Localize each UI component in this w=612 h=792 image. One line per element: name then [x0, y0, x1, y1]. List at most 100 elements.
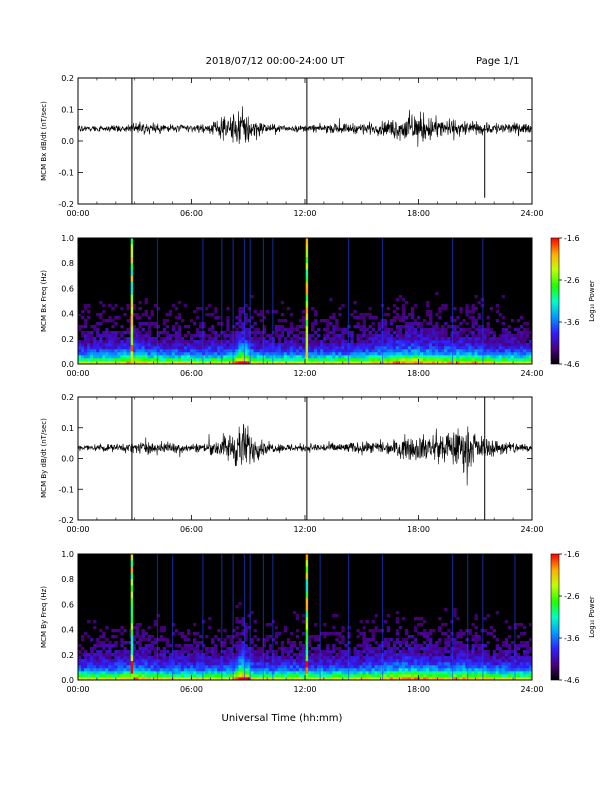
spectrogram-cell	[186, 674, 191, 678]
spectrogram-cell	[410, 355, 415, 359]
spectrogram-cell	[498, 671, 503, 675]
spectrogram-cell	[356, 644, 360, 648]
spectrogram-bright-stripe	[130, 648, 134, 656]
spectrogram-cell	[174, 361, 179, 365]
spectrogram-cell	[108, 674, 112, 678]
spectrogram-cell	[453, 325, 457, 329]
spectrogram-cell	[453, 343, 457, 347]
spectrogram-cell	[528, 361, 533, 365]
spectrogram-cell	[441, 349, 445, 353]
spectrogram-cell	[141, 337, 145, 341]
spectrogram-cell	[120, 358, 124, 362]
spectrogram-cell	[111, 644, 115, 648]
spectrogram-cell	[171, 677, 176, 681]
spectrogram-cell	[483, 358, 487, 362]
spectrogram-cell	[525, 677, 530, 681]
spectrogram-cell	[362, 358, 366, 362]
spectrogram-cell	[298, 656, 303, 660]
spectrogram-cell	[477, 650, 481, 654]
spectrogram-cell	[244, 662, 248, 666]
spectrogram-cell	[314, 662, 318, 666]
spectrogram-cell	[180, 668, 185, 672]
spectrogram-cell	[277, 358, 282, 362]
spectrogram-cell	[371, 653, 375, 657]
spectrogram-cell	[274, 632, 279, 636]
spectrogram-cell	[429, 653, 433, 657]
spectrogram-cell	[150, 337, 154, 341]
spectrogram-cell	[262, 325, 266, 329]
spectrogram-cell	[392, 352, 397, 356]
spectrogram-cell	[286, 653, 291, 657]
spectrogram-cell	[395, 325, 400, 329]
spectrogram-cell	[495, 674, 500, 678]
spectrogram-cell	[223, 671, 227, 675]
spectrogram-cell	[289, 668, 294, 672]
spectrogram-cell	[114, 641, 118, 645]
spectrogram-cell	[208, 304, 212, 308]
spectrogram-cell	[141, 668, 145, 672]
spectrogram-cell	[202, 337, 206, 341]
spectrogram-cell	[435, 325, 439, 329]
spectrogram-cell	[183, 647, 188, 651]
spectrogram-cell	[189, 334, 194, 338]
spectrogram-cell	[426, 349, 430, 353]
spectrogram-cell	[256, 665, 260, 669]
spectrogram-cell	[407, 635, 412, 639]
spectrogram-cell	[226, 653, 230, 657]
spectrogram-cell	[416, 671, 421, 675]
spectrogram-cell	[326, 325, 330, 329]
y-tick-label: 0.6	[61, 600, 74, 609]
spectrogram-cell	[183, 656, 188, 660]
spectrogram-cell	[108, 355, 112, 359]
spectrogram-cell	[510, 361, 515, 365]
spectrogram-cell	[404, 662, 409, 666]
spectrogram-cell	[462, 331, 466, 335]
spectrogram-cell	[205, 656, 209, 660]
spectrogram-cell	[135, 316, 139, 320]
spectrogram-cell	[102, 361, 106, 365]
spectrogram-cell	[286, 307, 291, 311]
spectrogram-cell	[226, 650, 230, 654]
spectrogram-cell	[501, 349, 506, 353]
spectrogram-cell	[365, 677, 369, 681]
spectrogram-cell	[377, 343, 381, 347]
spectrogram-cell	[501, 343, 506, 347]
spectrogram-cell	[150, 361, 154, 365]
spectrogram-cell	[329, 343, 333, 347]
spectrogram-cell	[156, 659, 161, 663]
spectrogram-cell	[250, 653, 254, 657]
spectrogram-cell	[138, 674, 142, 678]
spectrogram-cell	[480, 644, 484, 648]
spectrogram-cell	[308, 638, 312, 642]
spectrogram-cell	[377, 644, 381, 648]
spectrogram-cell	[211, 638, 215, 642]
spectrogram-cell	[371, 337, 375, 341]
spectrogram-cell	[335, 328, 339, 332]
spectrogram-cell	[90, 650, 94, 654]
spectrogram-cell	[420, 617, 424, 621]
spectrogram-cell	[504, 677, 509, 681]
spectrogram-cell	[235, 355, 239, 359]
spectrogram-cell	[356, 659, 360, 663]
spectrogram-cell	[420, 355, 424, 359]
spectrogram-cell	[392, 340, 397, 344]
spectrogram-cell	[235, 662, 239, 666]
spectrogram-cell	[438, 358, 442, 362]
spectrogram-cell	[241, 343, 245, 347]
spectrogram-cell	[208, 626, 212, 630]
spectrogram-cell	[153, 355, 157, 359]
spectrogram-cell	[114, 659, 118, 663]
spectrogram-cell	[196, 659, 200, 663]
spectrogram-cell	[168, 677, 173, 681]
spectrogram-cell	[374, 331, 378, 335]
spectrogram-cell	[135, 632, 139, 636]
spectrogram-cell	[362, 340, 366, 344]
spectrogram-cell	[495, 662, 500, 666]
spectrogram-cell	[344, 343, 348, 347]
spectrogram-bright-stripe	[130, 673, 134, 681]
spectrogram-cell	[99, 337, 103, 341]
spectrogram-cell	[323, 346, 327, 350]
spectrogram-cell	[96, 671, 100, 675]
spectrogram-cell	[90, 638, 94, 642]
spectrogram-cell	[483, 352, 487, 356]
